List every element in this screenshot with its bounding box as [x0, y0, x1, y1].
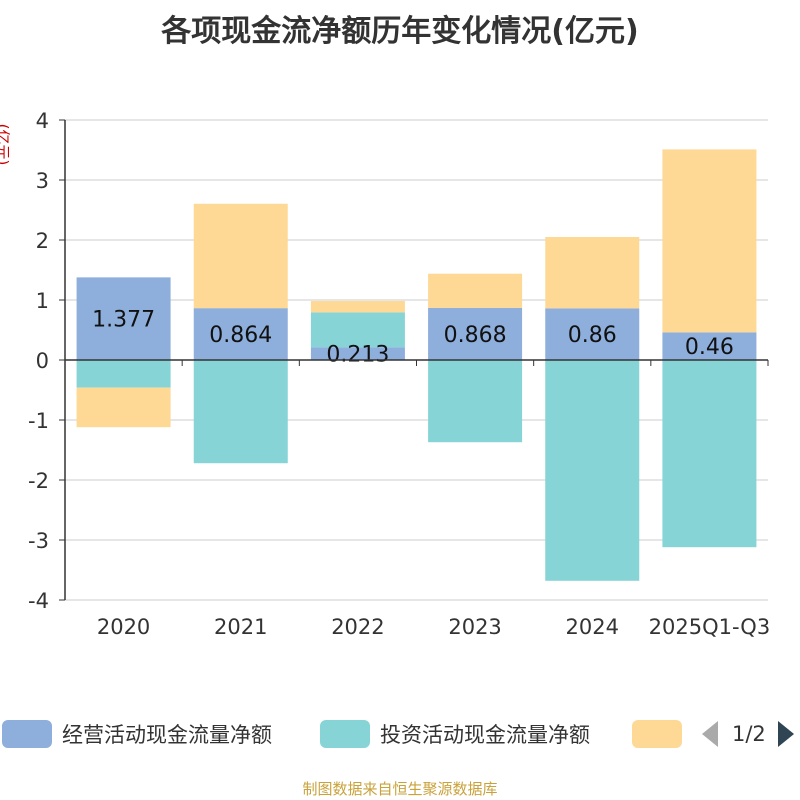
- x-tick-label: 2024: [566, 615, 619, 639]
- legend-item-operating[interactable]: 经营活动现金流量净额: [2, 716, 272, 752]
- y-tick-label: -2: [28, 469, 49, 493]
- bar-value-label: 0.86: [568, 323, 617, 348]
- x-tick-label: 2020: [97, 615, 150, 639]
- chart-canvas: 4 3 2 1 0 -1 -2 -3 -4 1.377 0.864 0.213 0.868 0.86 0.4…: [28, 109, 771, 639]
- x-tick-label: 2023: [448, 615, 501, 639]
- y-tick-label: -3: [28, 529, 49, 553]
- y-tick-label: 3: [36, 169, 49, 193]
- legend-label-operating: 经营活动现金流量净额: [62, 723, 272, 747]
- bar-financing[interactable]: [310, 301, 405, 313]
- bar-operating[interactable]: [545, 308, 640, 360]
- x-tick-label: 2022: [331, 615, 384, 639]
- bar-operating[interactable]: [310, 347, 405, 360]
- legend-page-indicator: 1/2: [732, 722, 766, 746]
- legend-swatch-investing: [320, 720, 370, 748]
- bar-financing[interactable]: [428, 273, 523, 308]
- bar-investing[interactable]: [310, 312, 405, 348]
- bar-investing[interactable]: [76, 360, 171, 388]
- bar-value-label: 1.377: [92, 308, 155, 333]
- bar-value-label: 0.213: [326, 343, 389, 368]
- bar-investing[interactable]: [428, 360, 523, 443]
- y-tick-label: 2: [36, 229, 49, 253]
- bar-operating[interactable]: [662, 332, 757, 360]
- bar-investing[interactable]: [193, 360, 288, 464]
- x-tick-label: 2021: [214, 615, 267, 639]
- bar-value-label: 0.864: [209, 323, 272, 348]
- bar-financing[interactable]: [545, 237, 640, 309]
- y-tick-label: 1: [36, 289, 49, 313]
- bar-financing[interactable]: [76, 387, 171, 428]
- bar-investing[interactable]: [662, 360, 757, 548]
- bar-investing[interactable]: [545, 360, 640, 581]
- chart-title: 各项现金流净额历年变化情况(亿元): [161, 14, 639, 49]
- y-tick-label: 0: [36, 349, 49, 373]
- legend-item-investing[interactable]: 投资活动现金流量净额: [320, 716, 590, 752]
- legend-label-investing: 投资活动现金流量净额: [380, 723, 590, 747]
- x-tick-label: 2025Q1-Q3: [649, 615, 771, 639]
- y-tick-label: 4: [36, 109, 49, 133]
- y-tick-label: -1: [28, 409, 49, 433]
- legend-pager: 1/2: [702, 716, 794, 752]
- bar-operating[interactable]: [428, 307, 523, 360]
- bar-value-label: 0.46: [685, 335, 734, 360]
- legend-swatch-operating: [2, 720, 52, 748]
- bar-value-label: 0.868: [444, 323, 507, 348]
- legend: 经营活动现金流量净额 投资活动现金流量净额 1/2: [0, 716, 800, 752]
- legend-swatch-financing: [632, 720, 682, 748]
- legend-prev-icon[interactable]: [702, 721, 718, 747]
- data-source-note: 制图数据来自恒生聚源数据库: [302, 780, 498, 798]
- bar-operating[interactable]: [76, 277, 171, 360]
- bar-financing[interactable]: [193, 203, 288, 309]
- bar-financing[interactable]: [662, 149, 757, 333]
- legend-next-icon[interactable]: [777, 721, 794, 747]
- legend-item-financing[interactable]: [632, 716, 692, 752]
- bar-operating[interactable]: [193, 308, 288, 360]
- y-tick-label: -4: [28, 589, 49, 613]
